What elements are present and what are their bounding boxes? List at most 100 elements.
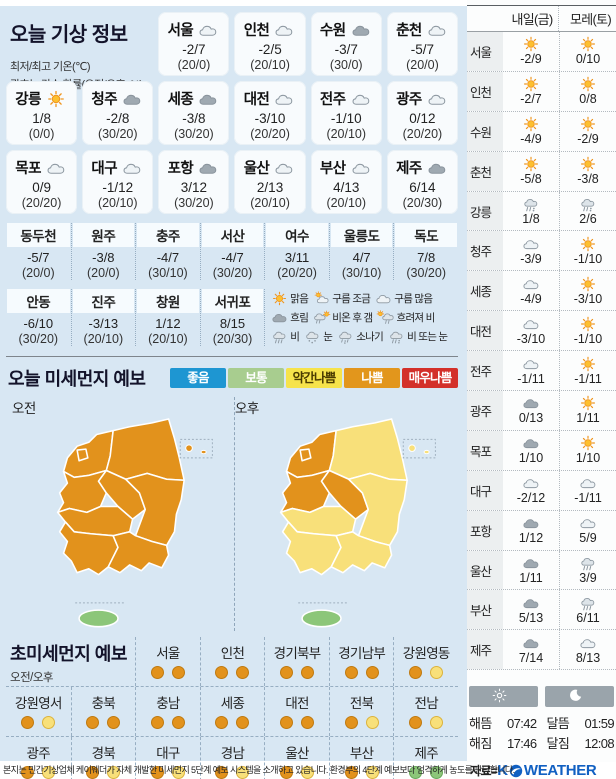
- city-name: 목포: [15, 161, 41, 177]
- city-weather-card: 청주 -2/8 (30/20): [82, 81, 154, 145]
- min-max-temp: 3/12: [180, 180, 208, 195]
- legend-item: 소나기: [336, 329, 384, 344]
- forecast-row: 서울 -2/9 0/10: [467, 32, 616, 72]
- region-name: 대전: [285, 696, 309, 711]
- min-max-temp: 1/12: [155, 316, 181, 331]
- forecast-header-spacer: [467, 6, 500, 31]
- precip-prob: (20/0): [21, 266, 55, 280]
- city-weather-card: 광주 0/12 (20/20): [386, 81, 458, 145]
- day-after-cell: -1/10: [559, 311, 616, 351]
- tomorrow-cell: 1/11: [503, 551, 559, 590]
- city-name: 독도: [395, 223, 457, 247]
- region-name: 세종: [220, 696, 245, 711]
- ultra-title: 초미세먼지 예보: [10, 644, 127, 664]
- day-after-cell: 2/6: [559, 191, 616, 231]
- tomorrow-cell: 7/14: [503, 630, 559, 669]
- city-name-row: 대구: [82, 157, 153, 178]
- precip-prob: (20/10): [97, 196, 138, 210]
- forecast-row: 포항 1/12 5/9: [467, 510, 616, 551]
- min-max-temp: -3/13: [88, 316, 119, 331]
- day-after-cell: 5/9: [559, 510, 616, 550]
- min-max-temp: -2/9: [520, 52, 542, 67]
- forecast-header: 내일(금) 모레(토): [467, 5, 616, 32]
- small-city-cell: 원주 -3/8 (20/0): [70, 223, 136, 280]
- ultra-city-cell: 강원영서: [6, 687, 71, 736]
- min-max-temp: 1/10: [518, 451, 544, 466]
- city-name: 울산: [467, 550, 503, 590]
- dust-dot-am: [86, 716, 100, 729]
- dust-dot-am: [409, 716, 423, 729]
- legend-label: 비 또는 눈: [407, 331, 448, 343]
- weather-icon: [577, 475, 599, 491]
- min-max-temp: 1/8: [522, 212, 540, 226]
- city-name: 원주: [72, 223, 135, 247]
- city-weather-card: 포항 3/12 (30/20): [158, 150, 230, 214]
- dust-dot-am: [150, 666, 164, 679]
- ultra-city-cell: 부산: [328, 737, 394, 779]
- dust-dot-pm: [430, 666, 444, 679]
- region-name: 서울: [156, 646, 180, 661]
- weather-icon: [520, 515, 542, 531]
- ultra-city-cell: 충북: [70, 687, 136, 736]
- legend-weather-icon: [270, 329, 289, 344]
- day-after-cell: -1/11: [559, 470, 616, 510]
- weather-icon-legend: 맑음 구름 조금 구름 많음: [264, 289, 458, 346]
- legend-line-3: 비 눈 소나기: [270, 327, 458, 346]
- forecast-row: 부산 5/13 6/11: [467, 590, 616, 631]
- weather-icon: [520, 196, 542, 212]
- city-name: 부산: [467, 590, 503, 630]
- weather-icon: [577, 395, 599, 411]
- small-city-cell: 독도 7/8 (30/20): [393, 223, 458, 280]
- dust-dots: [330, 716, 394, 729]
- weather-icon: [196, 21, 220, 39]
- weather-icon: [120, 159, 144, 177]
- day-after-cell: 6/11: [559, 590, 616, 630]
- today-weather-section: 오늘 기상 정보 최저/최고 기온(℃) 괄호는 강수 확률(오전/오후, %)…: [6, 12, 458, 214]
- weather-icon: [425, 159, 449, 177]
- dust-dot-am: [21, 716, 35, 729]
- source-label: 자료=: [470, 764, 498, 779]
- dust-dots: [394, 766, 458, 779]
- weather-icon: [44, 159, 68, 177]
- dust-dots: [136, 716, 200, 729]
- precip-prob: (20/0): [406, 58, 439, 72]
- min-max-temp: -3/10: [516, 331, 546, 346]
- legend-item: 눈: [303, 329, 333, 344]
- region-name: 제주: [414, 746, 438, 761]
- dust-dots: [265, 716, 329, 729]
- forecast-row: 제주 7/14 8/13: [467, 630, 616, 671]
- min-max-temp: 0/13: [518, 411, 544, 426]
- region-name: 경북: [91, 746, 116, 761]
- ultra-city-cell: 전북: [328, 687, 394, 736]
- min-max-temp: 4/13: [333, 180, 360, 195]
- city-name-row: 청주: [82, 88, 153, 109]
- tomorrow-cell: 1/12: [503, 511, 559, 550]
- dust-level-chip: 약간나쁨: [286, 368, 342, 388]
- dust-dots: [136, 666, 200, 679]
- city-weather-card: 서울 -2/7 (20/0): [158, 12, 230, 76]
- weather-icon: [577, 196, 599, 212]
- legend-line-2: 흐림 비온 후 갬 흐려져 비: [270, 308, 458, 327]
- city-name-row: 부산: [311, 157, 382, 178]
- weather-icon: [577, 555, 599, 571]
- weather-icon: [520, 555, 542, 571]
- day-after-cell: 1/10: [559, 430, 616, 470]
- legend-weather-icon: [270, 291, 289, 306]
- sunset-time: 17:46: [506, 735, 537, 751]
- small-city-cell: 동두천 -5/7 (20/0): [6, 223, 71, 280]
- precip-prob: (20/10): [83, 332, 124, 346]
- weather-icon: [577, 635, 599, 651]
- min-max-temp: -5/7: [410, 42, 435, 57]
- dust-dot-am: [150, 716, 164, 729]
- dust-dots: [265, 666, 329, 679]
- tomorrow-cell: -5/8: [503, 152, 559, 191]
- city-name: 강릉: [15, 92, 41, 108]
- dust-maps: 오전: [6, 395, 458, 633]
- dust-dots: [394, 666, 458, 679]
- tomorrow-cell: 0/13: [503, 391, 559, 430]
- min-max-temp: 4/7: [352, 250, 371, 265]
- region-name: 인천: [220, 646, 245, 661]
- weather-icon: [425, 21, 449, 39]
- min-max-temp: -1/10: [330, 111, 362, 126]
- small-city-cell: 울릉도 4/7 (30/10): [328, 223, 394, 280]
